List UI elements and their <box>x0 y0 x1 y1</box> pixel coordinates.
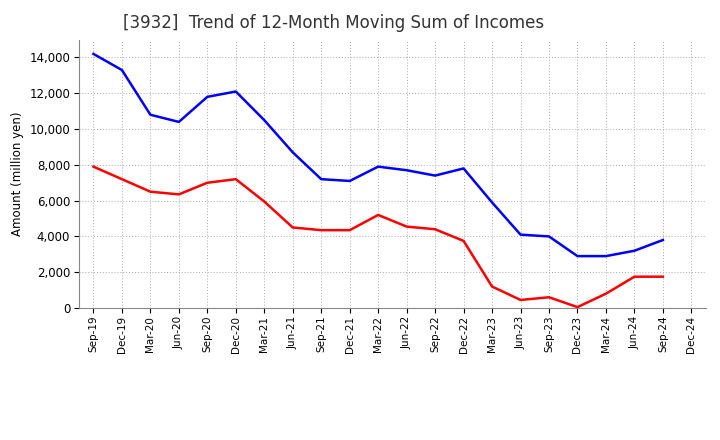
Net Income <box>602 291 611 296</box>
Net Income <box>545 295 554 300</box>
Ordinary Income <box>117 67 126 73</box>
Ordinary Income <box>317 176 325 182</box>
Net Income <box>630 274 639 279</box>
Net Income <box>146 189 155 194</box>
Ordinary Income <box>487 200 496 205</box>
Net Income <box>232 176 240 182</box>
Ordinary Income <box>402 168 411 173</box>
Ordinary Income <box>89 51 98 57</box>
Ordinary Income <box>516 232 525 237</box>
Net Income <box>117 176 126 182</box>
Net Income <box>317 227 325 233</box>
Net Income <box>431 227 439 232</box>
Ordinary Income <box>174 119 183 125</box>
Y-axis label: Amount (million yen): Amount (million yen) <box>11 112 24 236</box>
Net Income <box>174 192 183 197</box>
Net Income <box>203 180 212 185</box>
Net Income <box>487 284 496 289</box>
Net Income <box>659 274 667 279</box>
Text: [3932]  Trend of 12-Month Moving Sum of Incomes: [3932] Trend of 12-Month Moving Sum of I… <box>123 15 544 33</box>
Line: Ordinary Income: Ordinary Income <box>94 54 663 256</box>
Ordinary Income <box>346 178 354 183</box>
Ordinary Income <box>573 253 582 259</box>
Ordinary Income <box>146 112 155 117</box>
Net Income <box>89 164 98 169</box>
Ordinary Income <box>545 234 554 239</box>
Net Income <box>374 213 382 218</box>
Ordinary Income <box>630 248 639 253</box>
Ordinary Income <box>602 253 611 259</box>
Ordinary Income <box>431 173 439 178</box>
Net Income <box>402 224 411 229</box>
Net Income <box>346 227 354 233</box>
Net Income <box>260 199 269 204</box>
Line: Net Income: Net Income <box>94 167 663 307</box>
Ordinary Income <box>289 150 297 155</box>
Ordinary Income <box>659 237 667 242</box>
Net Income <box>516 297 525 303</box>
Ordinary Income <box>459 166 468 171</box>
Ordinary Income <box>232 89 240 94</box>
Ordinary Income <box>374 164 382 169</box>
Net Income <box>289 225 297 230</box>
Net Income <box>459 238 468 244</box>
Net Income <box>573 304 582 310</box>
Ordinary Income <box>260 117 269 123</box>
Ordinary Income <box>203 94 212 99</box>
